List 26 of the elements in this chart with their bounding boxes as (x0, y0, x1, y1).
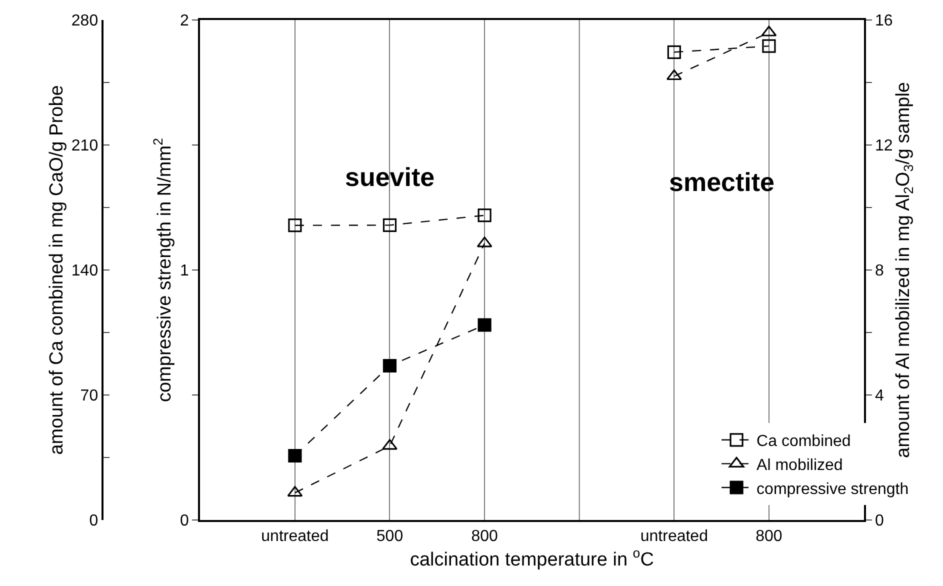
y-tick-label: 2 (180, 12, 190, 30)
y3-tick-label: 0 (89, 512, 98, 530)
y-tick-label: 0 (180, 512, 190, 530)
x-axis-title: calcination temperature in $^{o}$C (410, 546, 654, 570)
y2-tick-label: 16 (874, 12, 893, 30)
x-tick-label: untreated (261, 528, 329, 546)
y2-tick-label: 4 (874, 388, 884, 405)
x-tick-label: 800 (471, 528, 498, 546)
point (288, 218, 302, 232)
y3-tick-label: 70 (80, 388, 98, 405)
y3-axis-title: amount of Ca combined in mg CaO/g Probe (46, 85, 68, 455)
y-tick-label: 1 (180, 262, 190, 280)
y3-tick-label: 280 (71, 12, 98, 30)
x-tick-label: untreated (640, 528, 708, 546)
legend-label: Ca combined (756, 433, 851, 450)
y3-tick-label: 140 (71, 262, 98, 280)
legend-label: Al mobilized (756, 456, 843, 474)
x-tick-label: 500 (376, 528, 404, 546)
y2-tick-label: 0 (874, 512, 884, 530)
annotation: suevite (345, 162, 435, 192)
x-tick-label: 800 (756, 528, 782, 546)
legend-label: compressive strength (756, 480, 909, 498)
y2-tick-label: 8 (874, 262, 884, 280)
y3-tick-label: 210 (71, 138, 98, 155)
y2-tick-label: 12 (874, 138, 893, 155)
annotation: smectite (669, 167, 774, 197)
